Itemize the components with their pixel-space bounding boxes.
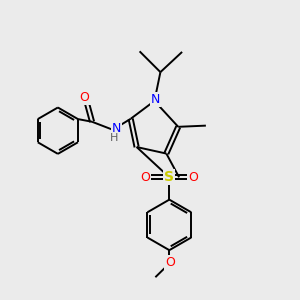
- Text: S: S: [164, 170, 174, 184]
- Text: N: N: [112, 122, 121, 135]
- Text: N: N: [151, 93, 160, 106]
- Text: H: H: [110, 133, 118, 143]
- Text: O: O: [165, 256, 175, 269]
- Text: O: O: [188, 171, 198, 184]
- Text: O: O: [80, 91, 89, 104]
- Text: O: O: [140, 171, 150, 184]
